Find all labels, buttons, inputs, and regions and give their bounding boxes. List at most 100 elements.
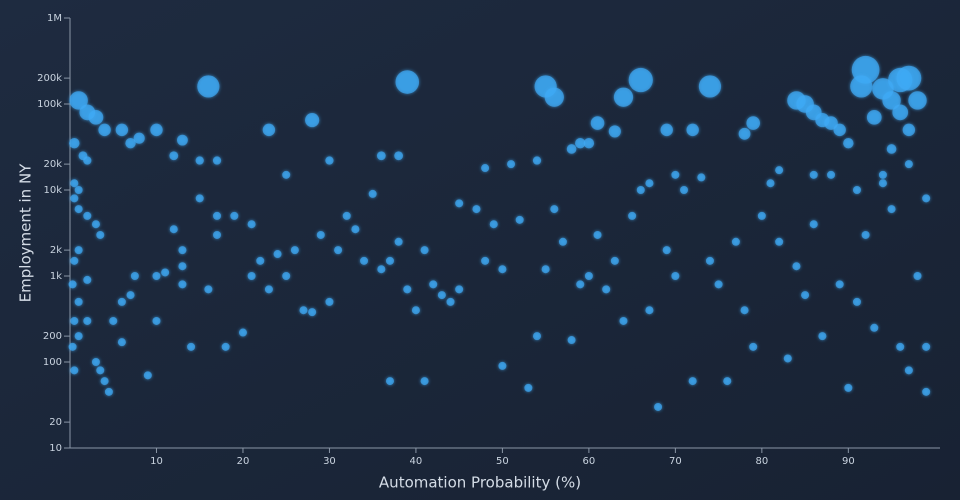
- point: [628, 211, 637, 220]
- point: [403, 285, 412, 294]
- y-tick-label: 2k: [50, 245, 62, 256]
- y-tick-label: 100: [43, 357, 62, 368]
- point: [178, 280, 187, 289]
- y-tick-label: 100k: [37, 99, 62, 110]
- point: [230, 211, 239, 220]
- point: [922, 387, 931, 396]
- point: [74, 332, 83, 341]
- point: [98, 123, 111, 137]
- point: [70, 194, 79, 203]
- point: [824, 116, 838, 130]
- point: [455, 285, 464, 294]
- point: [446, 297, 455, 306]
- point: [833, 123, 846, 137]
- point: [613, 87, 634, 107]
- point: [247, 220, 256, 229]
- point: [262, 123, 276, 137]
- point: [481, 256, 490, 265]
- point: [844, 383, 853, 392]
- point: [602, 285, 611, 294]
- point: [368, 189, 377, 198]
- point: [835, 280, 844, 289]
- point: [544, 87, 564, 107]
- point: [619, 316, 628, 325]
- point: [69, 138, 80, 149]
- point: [896, 342, 905, 351]
- point: [394, 151, 404, 161]
- point: [70, 179, 79, 188]
- point: [79, 104, 96, 121]
- point: [256, 256, 265, 265]
- point: [334, 246, 343, 255]
- point: [809, 170, 818, 179]
- point: [74, 297, 83, 306]
- point: [385, 377, 394, 386]
- x-tick-label: 30: [323, 456, 336, 467]
- point: [360, 256, 369, 265]
- point: [680, 186, 689, 194]
- point: [766, 179, 775, 188]
- point: [886, 144, 897, 154]
- point: [783, 354, 792, 363]
- point: [558, 237, 567, 246]
- point: [264, 285, 273, 294]
- point: [308, 308, 317, 317]
- point: [757, 211, 766, 220]
- point: [74, 205, 83, 214]
- point: [861, 230, 870, 239]
- point: [91, 358, 100, 366]
- point: [420, 377, 429, 386]
- x-tick-label: 60: [583, 456, 596, 467]
- point: [238, 328, 247, 337]
- point: [532, 156, 542, 165]
- point: [70, 316, 79, 325]
- point: [96, 366, 105, 375]
- point: [395, 70, 420, 94]
- y-axis-title: Employment in NY: [17, 163, 35, 302]
- point: [68, 280, 77, 289]
- point: [282, 272, 291, 280]
- point: [870, 323, 879, 332]
- point: [489, 220, 498, 229]
- point: [686, 123, 699, 137]
- point: [152, 272, 161, 280]
- point: [688, 377, 697, 386]
- y-tick-label: 200: [43, 331, 62, 342]
- point: [878, 170, 887, 179]
- point: [125, 138, 136, 149]
- point: [212, 156, 222, 165]
- point: [636, 186, 645, 194]
- point: [908, 91, 927, 110]
- y-tick-label: 20: [49, 417, 62, 428]
- point: [394, 237, 403, 246]
- point: [541, 265, 550, 274]
- point: [662, 246, 671, 255]
- point: [177, 134, 188, 146]
- x-tick-label: 70: [669, 456, 682, 467]
- point: [68, 342, 77, 351]
- point: [610, 256, 619, 265]
- point: [922, 342, 931, 351]
- point: [801, 291, 810, 300]
- point: [645, 179, 654, 188]
- point: [429, 280, 438, 289]
- x-tick-label: 50: [496, 456, 509, 467]
- point: [902, 123, 916, 137]
- point: [792, 262, 801, 271]
- point: [187, 342, 196, 351]
- point: [590, 116, 605, 130]
- point: [843, 138, 854, 149]
- point: [178, 246, 187, 255]
- point: [74, 246, 83, 255]
- point: [70, 366, 79, 375]
- point: [697, 173, 706, 182]
- point: [325, 297, 334, 306]
- point: [583, 138, 595, 149]
- point: [290, 246, 299, 255]
- point: [904, 366, 913, 375]
- point: [130, 272, 139, 280]
- point: [892, 104, 909, 121]
- point: [671, 170, 680, 179]
- point: [117, 338, 126, 347]
